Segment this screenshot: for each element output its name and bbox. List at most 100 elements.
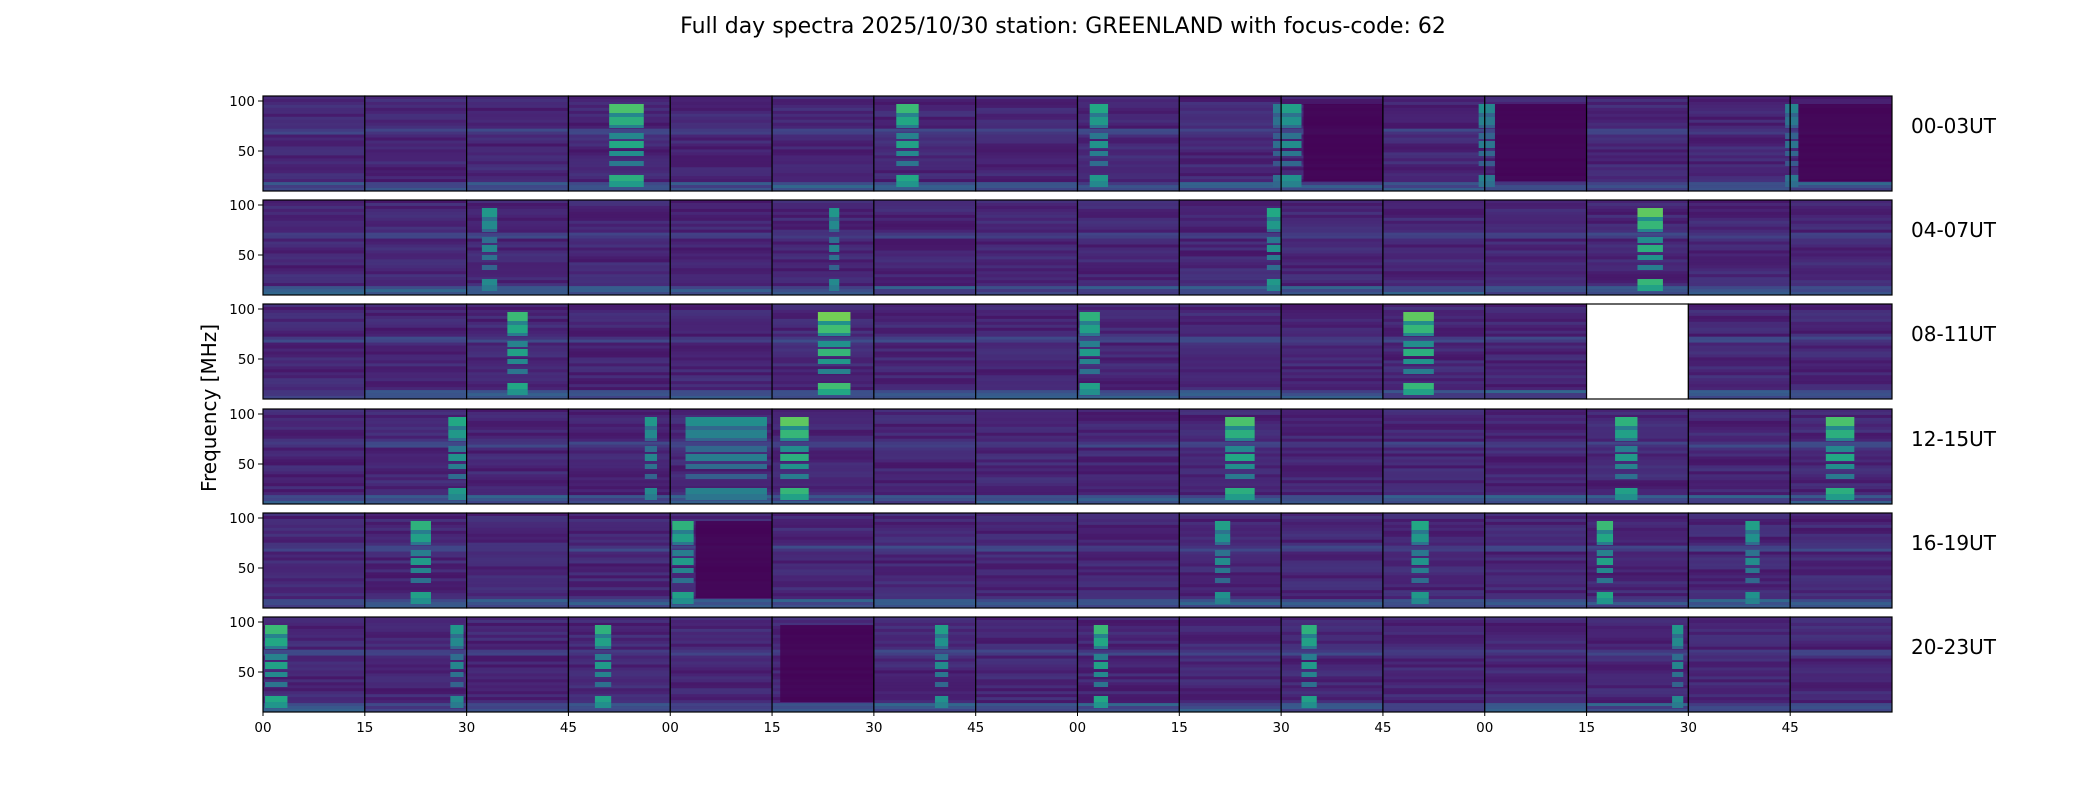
frequency-band	[975, 673, 1078, 677]
frequency-band	[1179, 363, 1282, 367]
frequency-band	[1586, 560, 1689, 564]
frequency-band	[873, 441, 976, 445]
frequency-band	[466, 483, 569, 487]
frequency-band	[1484, 521, 1587, 526]
frequency-band	[1790, 226, 1892, 230]
burst-segment	[1301, 662, 1317, 669]
frequency-band	[670, 634, 773, 639]
frequency-band	[975, 333, 1078, 337]
frequency-band	[1179, 140, 1282, 144]
burst-segment	[934, 634, 949, 638]
frequency-band	[466, 670, 569, 674]
frequency-band	[670, 179, 773, 183]
frequency-band	[568, 602, 671, 606]
frequency-band	[1688, 229, 1791, 233]
frequency-band	[1688, 631, 1791, 636]
frequency-band	[873, 250, 976, 254]
frequency-band	[670, 480, 773, 484]
burst-segment	[1225, 430, 1255, 438]
frequency-band	[1179, 286, 1282, 290]
frequency-band	[1484, 515, 1587, 520]
frequency-band	[364, 390, 467, 394]
burst-segment	[1214, 558, 1231, 565]
frequency-band	[364, 324, 467, 329]
frequency-band	[1179, 667, 1282, 671]
spectrum-panel	[1789, 512, 1893, 609]
frequency-band	[1382, 125, 1485, 129]
y-tick-label: 100	[229, 407, 255, 423]
burst-segment	[1825, 454, 1855, 461]
frequency-band	[1586, 569, 1689, 573]
spectrum-panel	[1178, 616, 1282, 713]
frequency-band	[873, 265, 976, 269]
frequency-band	[1382, 498, 1485, 502]
frequency-band	[568, 590, 671, 594]
burst-segment	[896, 161, 919, 166]
frequency-band	[1281, 432, 1383, 437]
frequency-band	[1688, 492, 1791, 496]
frequency-band	[873, 700, 976, 704]
frequency-band	[1790, 185, 1892, 189]
frequency-band	[1484, 369, 1587, 373]
frequency-band	[1688, 628, 1791, 633]
frequency-band	[670, 202, 773, 207]
spectrum-panel	[771, 199, 875, 296]
frequency-band	[466, 429, 569, 434]
frequency-band	[1281, 694, 1383, 698]
frequency-band	[1281, 631, 1383, 636]
frequency-band	[263, 179, 365, 183]
burst-segment	[448, 488, 467, 494]
burst-segment	[1672, 662, 1684, 669]
frequency-band	[1179, 515, 1282, 520]
burst-segment	[1225, 494, 1255, 500]
dark-region	[1798, 104, 1892, 181]
frequency-band	[364, 283, 467, 287]
frequency-band	[1484, 384, 1587, 388]
frequency-band	[873, 253, 976, 257]
burst-segment	[1214, 542, 1231, 545]
frequency-band	[364, 309, 467, 314]
frequency-band	[1484, 309, 1587, 314]
burst-segment	[450, 638, 464, 646]
frequency-band	[873, 119, 976, 124]
frequency-band	[1484, 363, 1587, 367]
frequency-band	[772, 622, 874, 627]
burst-segment	[450, 696, 464, 702]
frequency-band	[1077, 584, 1180, 588]
frequency-band	[772, 113, 874, 118]
frequency-band	[772, 492, 874, 496]
frequency-band	[466, 646, 569, 650]
frequency-band	[466, 289, 569, 293]
frequency-band	[1077, 634, 1180, 639]
frequency-band	[1484, 694, 1587, 698]
spectrum-panel	[669, 199, 773, 296]
burst-segment	[1272, 133, 1282, 139]
frequency-band	[1484, 348, 1587, 352]
frequency-band	[466, 101, 569, 106]
frequency-band	[1077, 321, 1180, 326]
spectrum-panel	[873, 616, 977, 713]
frequency-band	[364, 211, 467, 216]
frequency-band	[364, 238, 467, 242]
frequency-band	[975, 241, 1078, 245]
burst-segment	[1089, 104, 1109, 113]
frequency-band	[975, 152, 1078, 156]
frequency-band	[1281, 274, 1383, 278]
frequency-band	[1382, 158, 1485, 162]
frequency-band	[1077, 318, 1180, 323]
frequency-band	[670, 170, 773, 174]
frequency-band	[568, 533, 671, 538]
frequency-band	[1382, 703, 1485, 707]
frequency-band	[772, 515, 874, 520]
frequency-band	[975, 98, 1078, 103]
burst-segment	[1596, 530, 1614, 534]
frequency-band	[568, 409, 671, 413]
frequency-band	[466, 375, 569, 379]
frequency-band	[466, 247, 569, 251]
frequency-band	[873, 330, 976, 334]
frequency-band	[1586, 292, 1689, 296]
frequency-band	[873, 578, 976, 582]
frequency-band	[364, 134, 467, 138]
frequency-band	[466, 658, 569, 662]
frequency-band	[466, 179, 569, 183]
